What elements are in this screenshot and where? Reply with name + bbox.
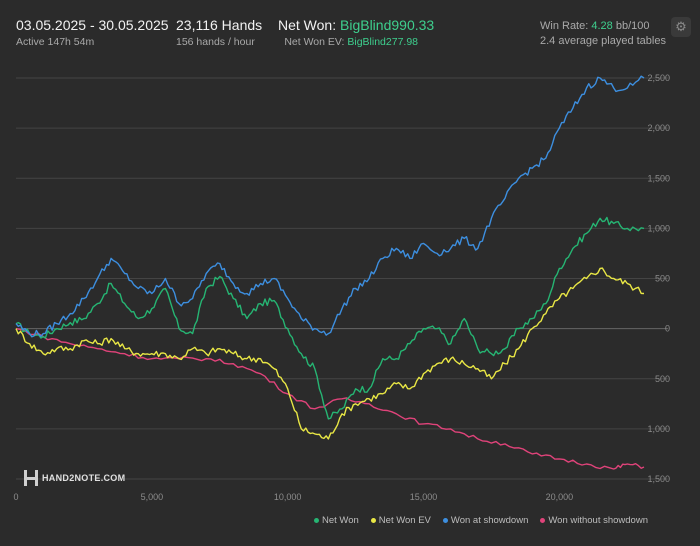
series-line-won-without-showdown [15, 327, 645, 470]
net-won-ev-value: BigBlind277.98 [347, 36, 418, 48]
win-rate-block: Win Rate: 4.28 bb/100 2.4 average played… [540, 20, 666, 47]
y-tick-label: 1,000 [647, 223, 670, 233]
net-won-label: Net Won: [278, 17, 337, 33]
active-time: Active 147h 54m [16, 36, 95, 48]
chart-grid [16, 77, 668, 480]
chart-series [15, 75, 645, 470]
legend-won-at-showdown[interactable]: Won at showdown [442, 515, 529, 526]
legend-label: Net Won EV [378, 515, 431, 526]
hands-per-hour: 156 hands / hour [176, 36, 255, 48]
chart-legend: Net Won Net Won EV Won at showdown Won w… [314, 515, 648, 526]
y-tick-label: 1,500 [647, 173, 670, 183]
y-tick-label: 500 [655, 374, 670, 384]
y-axis-ticks: 2,500 2,000 1,500 1,000 500 0 500 1,000 1,500 [647, 73, 670, 484]
date-block: 03.05.2025 - 30.05.2025 Active 147h 54m [16, 17, 169, 48]
legend-label: Won without showdown [548, 515, 648, 526]
legend-dot [540, 518, 546, 523]
net-won-value: BigBlind990.33 [340, 17, 435, 33]
legend-won-without-showdown[interactable]: Won without showdown [540, 515, 648, 526]
hand2note-logo: HAND2NOTE.COM [24, 470, 125, 486]
gear-icon: ⚙ [675, 19, 687, 34]
win-rate: Win Rate: 4.28 bb/100 [540, 20, 666, 32]
net-won: Net Won: BigBlind990.33 [278, 17, 434, 33]
net-won-ev-label: Net Won EV: [284, 36, 345, 48]
y-tick-label: 2,500 [647, 73, 670, 83]
logo-icon [24, 470, 38, 486]
win-rate-value: 4.28 [591, 20, 613, 32]
win-rate-unit: bb/100 [615, 20, 650, 32]
y-tick-label: 1,500 [647, 474, 670, 484]
series-line-net-won-ev [15, 267, 645, 440]
net-won-ev: Net Won EV: BigBlind277.98 [278, 36, 418, 48]
x-tick-label: 20,000 [546, 492, 574, 502]
x-tick-label: 15,000 [410, 492, 438, 502]
y-tick-label: 0 [665, 324, 670, 334]
x-tick-label: 10,000 [274, 492, 302, 502]
hands-count: 23,116 Hands [176, 17, 263, 33]
settings-button[interactable]: ⚙ [671, 17, 691, 37]
legend-dot [314, 518, 319, 523]
x-tick-label: 5,000 [141, 492, 164, 502]
average-tables: 2.4 average played tables [540, 35, 666, 47]
series-line-won-at-showdown [15, 75, 645, 338]
net-won-block: Net Won: BigBlind990.33 Net Won EV: BigB… [278, 17, 434, 48]
legend-dot [442, 518, 448, 523]
legend-dot [370, 518, 376, 523]
legend-label: Won at showdown [450, 515, 529, 526]
y-tick-label: 1,000 [647, 424, 670, 434]
win-rate-label: Win Rate: [540, 20, 589, 32]
logo-text: HAND2NOTE.COM [42, 473, 126, 483]
legend-net-won-ev[interactable]: Net Won EV [370, 515, 431, 526]
date-range[interactable]: 03.05.2025 - 30.05.2025 [16, 17, 169, 33]
legend-label: Net Won [322, 515, 359, 526]
hands-block: 23,116 Hands 156 hands / hour [176, 17, 262, 48]
x-tick-label: 0 [13, 492, 18, 502]
x-axis-ticks: 0 5,000 10,000 15,000 20,000 [13, 492, 573, 502]
stats-header: 03.05.2025 - 30.05.2025 Active 147h 54m … [0, 0, 700, 60]
legend-net-won[interactable]: Net Won [314, 515, 359, 526]
y-tick-label: 500 [655, 274, 670, 284]
y-tick-label: 2,000 [647, 123, 670, 133]
series-line-net-won [15, 216, 645, 420]
